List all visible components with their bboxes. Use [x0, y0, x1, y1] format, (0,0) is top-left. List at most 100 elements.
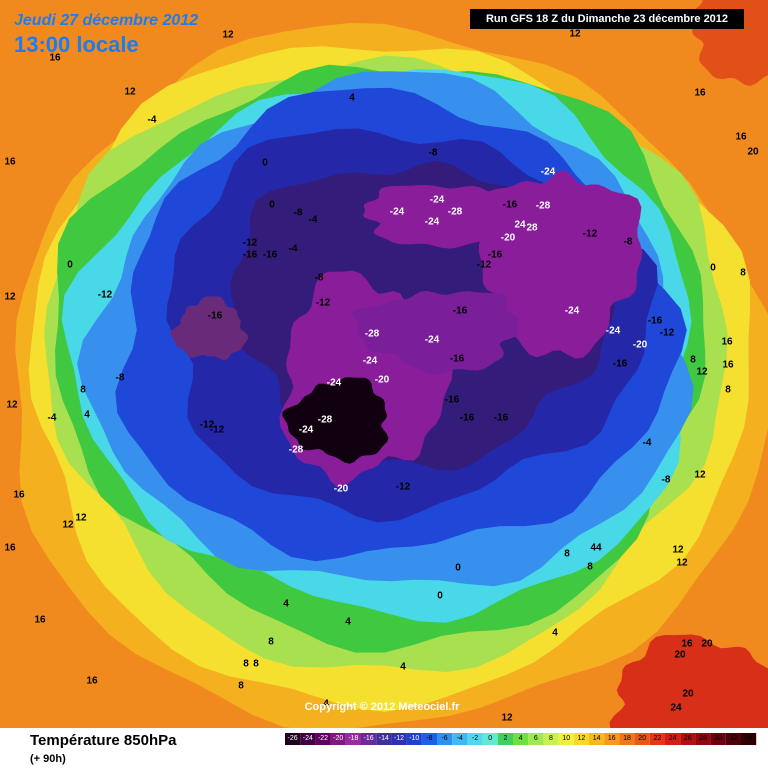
field-area — [170, 296, 249, 360]
legend-swatch — [467, 733, 483, 745]
contour-label: 16 — [722, 360, 734, 371]
contour-label: -28 — [448, 207, 463, 218]
contour-label: 12 — [75, 513, 87, 524]
contour-label: -12 — [316, 298, 331, 309]
legend-swatch — [497, 733, 513, 745]
contour-label: 20 — [674, 650, 686, 661]
contour-label: -12 — [477, 260, 492, 271]
legend-swatch — [710, 733, 726, 745]
legend-swatch — [300, 733, 316, 745]
legend-tick-label: 32 — [730, 735, 738, 742]
legend-swatch — [376, 733, 392, 745]
contour-label: -24 — [425, 335, 440, 346]
legend-tick-label: -12 — [394, 735, 404, 742]
contour-label: -28 — [289, 445, 304, 456]
legend-tick-label: -4 — [457, 735, 463, 742]
legend-swatch — [725, 733, 741, 745]
forecast-lead: (+ 90h) — [30, 753, 66, 765]
contour-label: -20 — [501, 233, 516, 244]
legend-tick-label: 14 — [593, 735, 601, 742]
legend-swatch — [528, 733, 544, 745]
legend-tick-label: -10 — [409, 735, 419, 742]
contour-label: 16 — [34, 615, 46, 626]
legend-swatch — [665, 733, 681, 745]
contour-label: -16 — [488, 250, 503, 261]
legend-tick-label: 18 — [623, 735, 631, 742]
contour-label: 16 — [721, 337, 733, 348]
legend-swatch — [361, 733, 377, 745]
contour-label: -16 — [494, 413, 509, 424]
contour-label: 8 — [740, 268, 746, 279]
legend-swatch — [391, 733, 407, 745]
legend-swatch — [345, 733, 361, 745]
copyright: Copyright © 2012 Meteociel.fr — [305, 701, 461, 713]
contour-label: 0 — [262, 158, 268, 169]
contour-label: -28 — [365, 329, 380, 340]
contour-label: -24 — [363, 356, 378, 367]
contour-label: 4 — [552, 628, 558, 639]
contour-label: -16 — [460, 413, 475, 424]
legend-tick-label: 10 — [562, 735, 570, 742]
contour-label: 8 — [80, 385, 86, 396]
contour-label: -24 — [327, 378, 342, 389]
contour-label: -4 — [48, 413, 57, 424]
legend-tick-label: 30 — [714, 735, 722, 742]
legend-tick-label: 20 — [638, 735, 646, 742]
contour-label: -12 — [660, 328, 675, 339]
contour-label: 44 — [590, 543, 602, 554]
contour-label: 4 — [323, 699, 329, 710]
legend-swatch — [649, 733, 665, 745]
contour-label: 20 — [701, 639, 713, 650]
legend-swatch — [573, 733, 589, 745]
contour-label: 8 — [564, 549, 570, 560]
contour-label: 4 — [400, 662, 406, 673]
contour-label: 16 — [49, 53, 61, 64]
legend-tick-label: 16 — [608, 735, 616, 742]
legend-tick-label: -18 — [348, 735, 358, 742]
contour-label: -8 — [116, 373, 125, 384]
contour-label: 12 — [696, 367, 708, 378]
contour-label: 8 — [587, 562, 593, 573]
contour-label: 16 — [4, 543, 16, 554]
contour-label: 24 — [670, 703, 682, 714]
contour-label: -28 — [536, 201, 551, 212]
contour-label: 12 — [501, 713, 513, 724]
legend-swatch — [330, 733, 346, 745]
legend-tick-label: 28 — [699, 735, 707, 742]
legend-tick-label: -14 — [379, 735, 389, 742]
contour-label: -24 — [430, 195, 445, 206]
contour-label: -24 — [541, 167, 556, 178]
legend-swatch — [680, 733, 696, 745]
contour-label: -16 — [503, 200, 518, 211]
legend-tick-label: -16 — [364, 735, 374, 742]
contour-label: -4 — [643, 438, 652, 449]
legend-tick-label: 12 — [578, 735, 586, 742]
contour-label: 16 — [735, 132, 747, 143]
contour-label: 20 — [747, 147, 759, 158]
contour-label: -16 — [445, 395, 460, 406]
contour-label: 0 — [269, 200, 275, 211]
field-area — [282, 377, 389, 464]
run-box — [470, 9, 744, 29]
legend-swatch — [589, 733, 605, 745]
legend-tick-label: 34 — [745, 735, 753, 742]
legend-tick-label: -26 — [288, 735, 298, 742]
footer-title: Température 850hPa — [30, 732, 177, 749]
legend-tick-label: 22 — [654, 735, 662, 742]
contour-label: -24 — [390, 207, 405, 218]
legend-tick-label: 26 — [684, 735, 692, 742]
contour-label: -16 — [208, 311, 223, 322]
legend-tick-label: 0 — [488, 735, 492, 742]
contour-label: 12 — [222, 30, 234, 41]
contour-label: 16 — [681, 639, 693, 650]
contour-label: 0 — [437, 591, 443, 602]
legend-swatch — [619, 733, 635, 745]
legend-tick-label: 6 — [534, 735, 538, 742]
contour-label: 8 — [725, 385, 731, 396]
contour-label: -20 — [375, 375, 390, 386]
contour-label: -16 — [453, 306, 468, 317]
contour-label: -8 — [429, 148, 438, 159]
contour-label: -8 — [624, 237, 633, 248]
